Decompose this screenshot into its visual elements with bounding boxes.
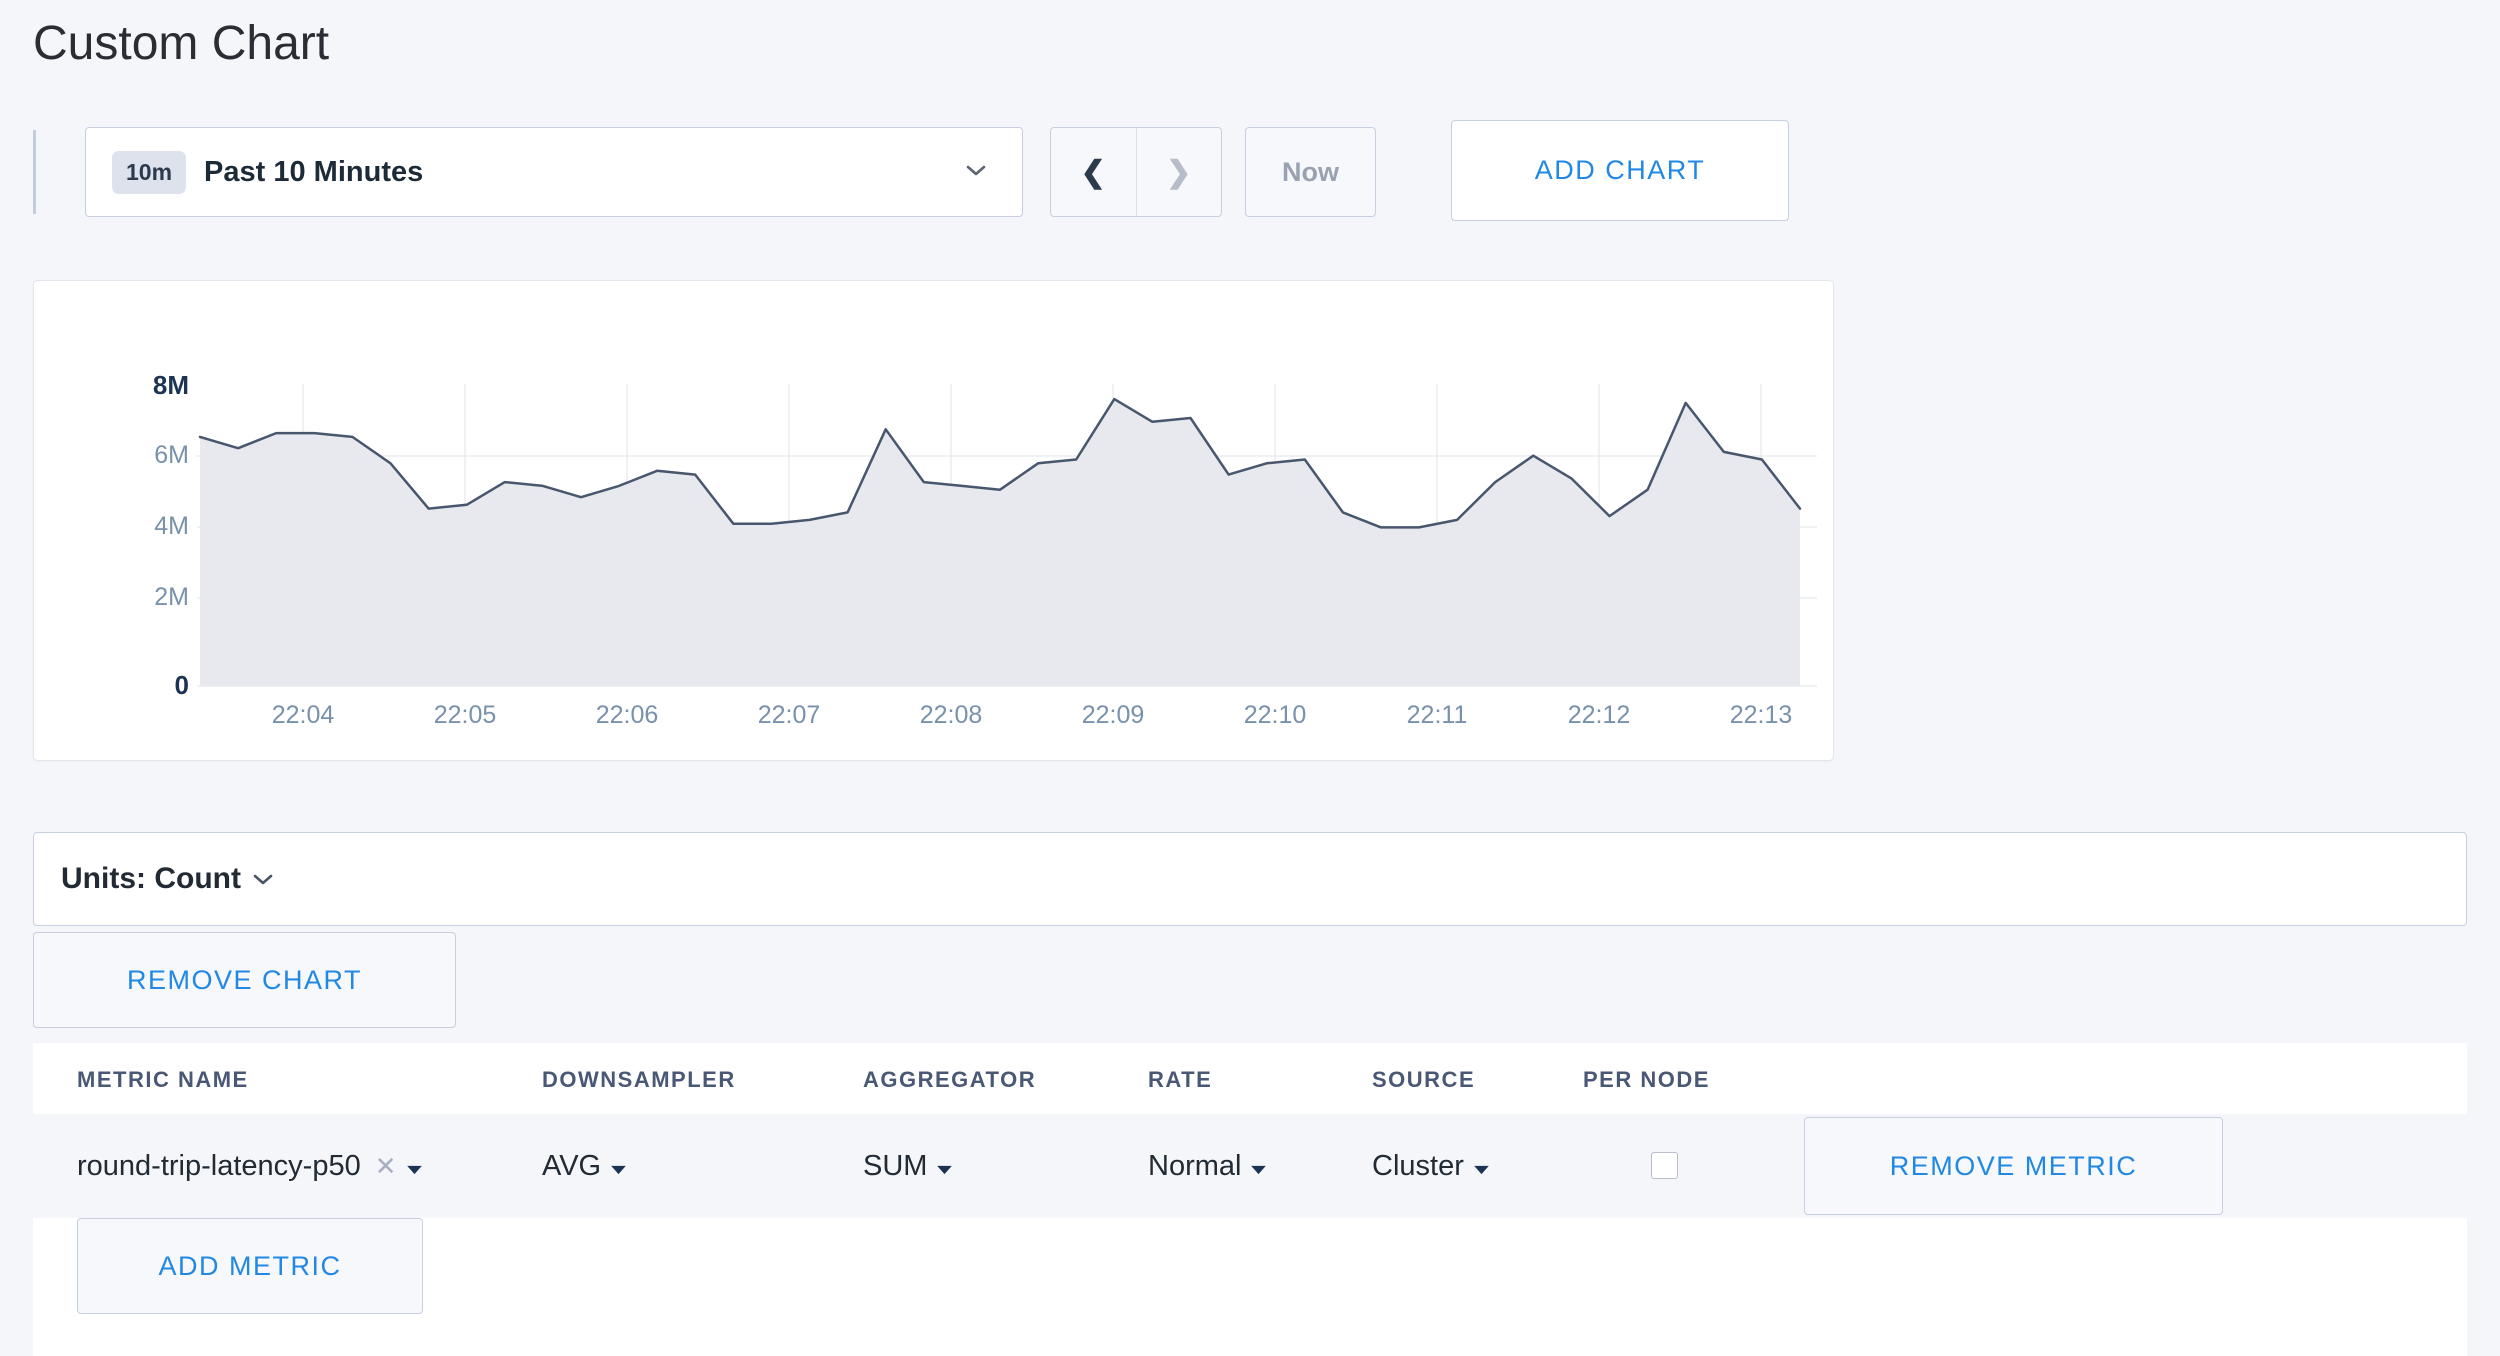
svg-text:22:10: 22:10 [1244,701,1307,729]
svg-text:22:13: 22:13 [1730,701,1793,729]
svg-text:22:04: 22:04 [272,701,335,729]
svg-text:22:05: 22:05 [434,701,497,729]
svg-text:0: 0 [175,670,189,700]
svg-text:22:12: 22:12 [1568,701,1631,729]
svg-text:22:06: 22:06 [596,701,659,729]
svg-text:22:09: 22:09 [1082,701,1145,729]
svg-text:4M: 4M [154,512,189,540]
svg-text:22:08: 22:08 [920,701,983,729]
svg-text:8M: 8M [153,370,189,400]
svg-text:22:11: 22:11 [1407,701,1468,729]
svg-text:22:07: 22:07 [758,701,821,729]
svg-text:2M: 2M [154,583,189,611]
svg-text:6M: 6M [154,441,189,469]
